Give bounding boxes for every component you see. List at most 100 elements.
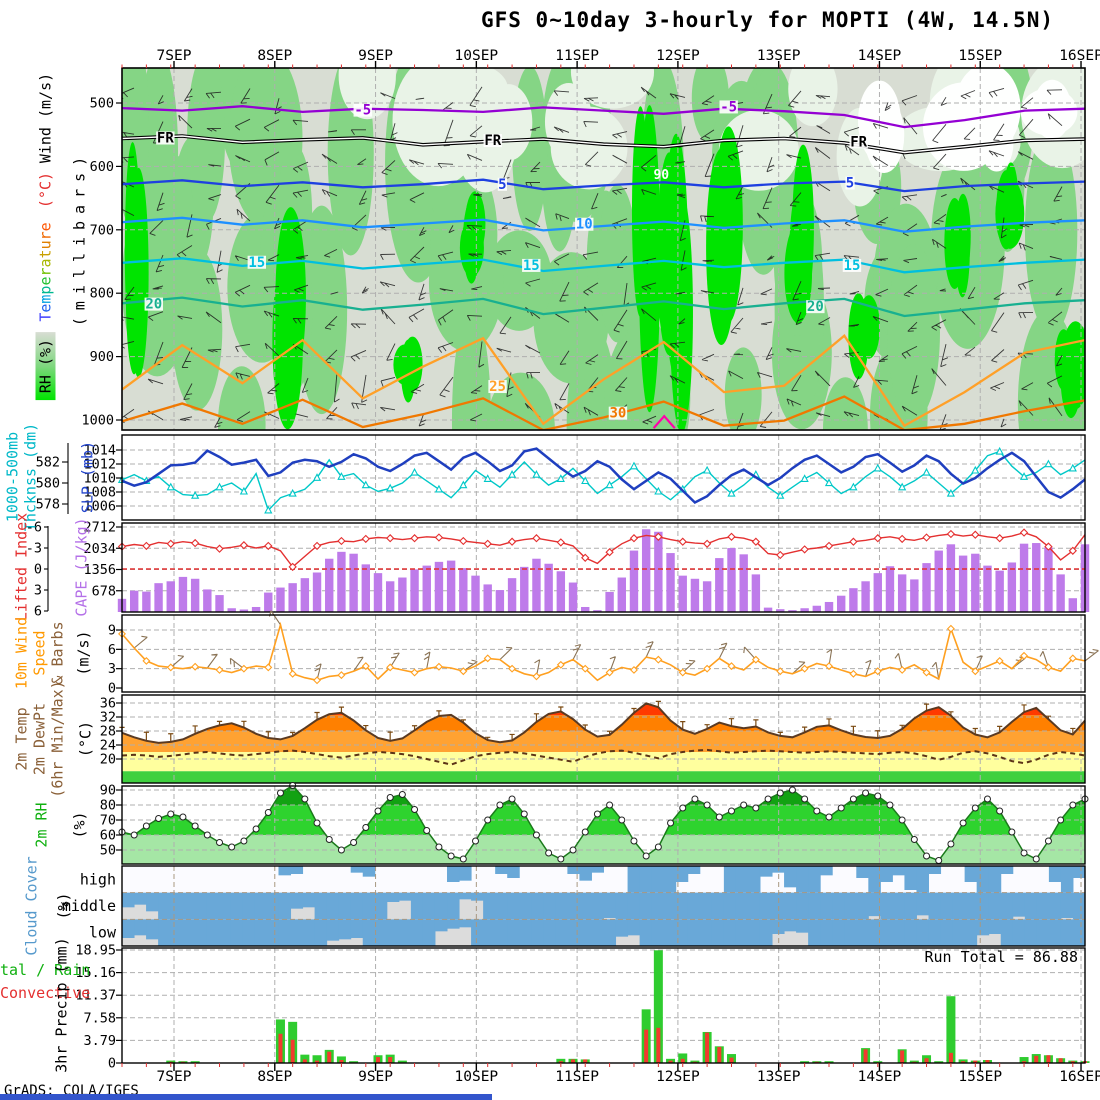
temperature-axis-label: Temperature — [36, 222, 55, 321]
cloud-cell — [928, 919, 942, 946]
cloud-cell — [627, 892, 641, 920]
rh2m-marker — [752, 804, 760, 812]
cloud-cell — [591, 866, 604, 873]
minmax-whisker — [143, 731, 149, 741]
rh2m-marker — [508, 795, 516, 803]
cape-bar — [239, 609, 249, 612]
contour-label-bg — [488, 380, 507, 394]
rh2m-marker — [167, 810, 175, 818]
rh2m-marker — [983, 795, 991, 803]
minmax-whisker — [875, 730, 881, 738]
rh-shade-blob — [486, 230, 553, 331]
wind10m-marker — [971, 667, 980, 676]
minmax-whisker — [168, 733, 174, 742]
contour-label-30: 30 — [610, 406, 627, 422]
wind10m-marker — [751, 655, 760, 664]
precip-convective-bar — [339, 1060, 344, 1063]
cloud-cell — [182, 892, 195, 920]
contour-label-bg — [247, 255, 267, 269]
cape-bar — [983, 565, 992, 612]
lifted-index-marker — [361, 534, 370, 544]
cloud-cell — [904, 866, 917, 890]
cloud-cell — [362, 866, 376, 877]
rh2m-marker — [691, 795, 699, 803]
cloud-cell — [603, 919, 617, 946]
cloud-cell — [856, 919, 869, 946]
rh2m-marker — [191, 822, 199, 830]
cape-bar — [1032, 543, 1041, 612]
wind-tick: 3 — [108, 661, 116, 677]
rh-shade-bright — [955, 193, 971, 278]
cloud-cell — [374, 892, 388, 920]
contour-label-20: 20 — [807, 299, 824, 315]
thickness-marker — [556, 474, 565, 482]
contour-label-15: 15 — [523, 258, 540, 274]
temp-unit-label: (°C) — [36, 171, 55, 209]
temperature-letter: r — [36, 267, 55, 277]
cape-bar — [837, 595, 846, 612]
panel-border — [121, 522, 1086, 613]
lifted-index-marker — [1019, 528, 1029, 537]
cloud-cell — [892, 892, 905, 920]
rh2m-marker — [130, 831, 138, 839]
cloud-cell — [507, 892, 520, 920]
cloud-cell — [1072, 919, 1086, 946]
cape-bar — [812, 605, 822, 612]
cape-tick: 1356 — [83, 562, 116, 578]
cloud-cell — [519, 892, 532, 920]
rh2m-marker — [703, 801, 711, 809]
precip-convective-bar — [717, 1046, 722, 1063]
cloud-cell — [459, 866, 472, 881]
cloud-cell — [627, 866, 641, 893]
cloud-cell — [820, 866, 833, 876]
cloud-unit-label: (%) — [54, 892, 73, 920]
cloud-cell — [759, 892, 773, 920]
cloud-cell — [531, 892, 544, 920]
minmax-whisker — [728, 718, 735, 727]
rh-shade-blob — [171, 247, 223, 411]
cloud-cell — [904, 892, 917, 920]
rh2m-marker — [654, 843, 662, 851]
cloud-cell — [844, 892, 857, 920]
precip-convective-bar — [680, 1058, 685, 1063]
cape-bar — [446, 560, 456, 612]
rh2m-marker — [252, 825, 260, 833]
cape-bar — [788, 610, 797, 612]
lifted-index-marker — [922, 533, 931, 542]
lifted-index-marker — [824, 541, 834, 551]
slp-line — [121, 447, 1086, 505]
precip-total-bar — [349, 1061, 359, 1063]
cape-bar — [471, 575, 480, 612]
precip-convective-bar — [668, 1060, 673, 1063]
bottom-date-label: 9SEP — [358, 1069, 393, 1085]
thickness-marker — [239, 486, 249, 495]
contour-label-bg — [719, 100, 738, 114]
cape-bar — [520, 566, 529, 612]
wind10m-marker — [727, 662, 736, 671]
cloud-cell — [555, 919, 568, 946]
precip-convective-bar — [948, 1052, 953, 1063]
thickness-marker — [1068, 463, 1077, 472]
slp-panel — [117, 434, 1086, 521]
cloud-cell — [122, 892, 135, 908]
cloud-cell — [675, 892, 689, 920]
cloud-cell — [386, 919, 400, 946]
pressure-tick: 500 — [90, 96, 114, 112]
rh-legend: RH (%) — [35, 331, 56, 401]
cape-bar — [690, 578, 700, 612]
precip-convective-bar — [1046, 1055, 1051, 1063]
thickness-marker — [507, 470, 517, 478]
rh-tick: 50 — [100, 843, 116, 859]
cloud-cell — [218, 919, 231, 946]
cloud-cell — [591, 892, 604, 920]
rh2m-marker — [849, 795, 857, 803]
cloud-cell — [1060, 919, 1074, 946]
rh2m-marker — [264, 809, 272, 816]
lifted-index-marker — [239, 541, 249, 550]
precip-convective-bar — [644, 1029, 649, 1063]
rh2m-marker — [532, 831, 540, 839]
thickness-marker — [386, 483, 395, 492]
precip-convective-bar — [1058, 1058, 1063, 1063]
cape-bar — [739, 554, 748, 612]
cloud-cell — [206, 919, 219, 946]
